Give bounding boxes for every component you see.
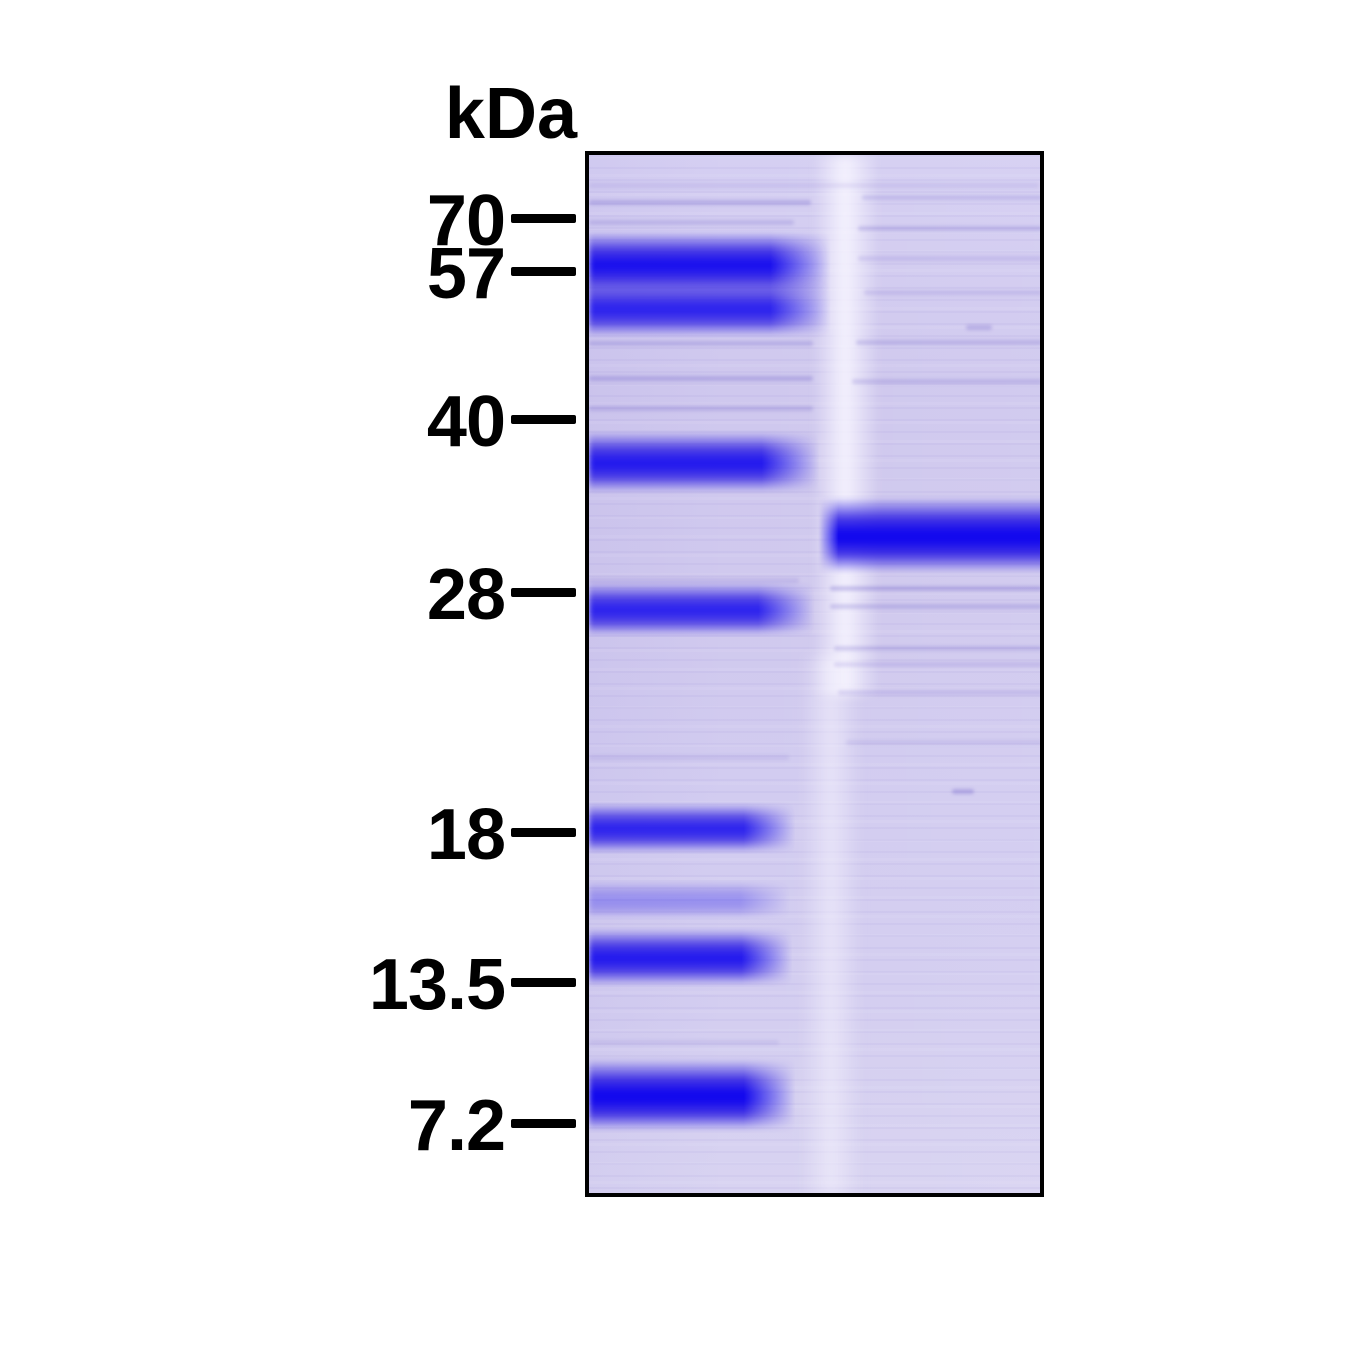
- kda-unit-label: kDa: [444, 74, 577, 154]
- faint-streak: [858, 226, 1040, 231]
- faint-streak: [864, 290, 1040, 295]
- faint-streak: [952, 789, 974, 794]
- faint-streak: [830, 604, 1040, 609]
- faint-streak: [856, 340, 1040, 345]
- faint-streak: [838, 690, 1040, 695]
- marker-label-7.2: 7.2: [407, 1086, 506, 1166]
- faint-streak: [966, 325, 992, 330]
- faint-streak: [589, 376, 813, 381]
- faint-streak: [858, 256, 1040, 261]
- marker-label-18: 18: [426, 795, 506, 875]
- marker-label-13.5: 13.5: [368, 945, 506, 1025]
- protein-band: [589, 1057, 804, 1133]
- marker-label-40: 40: [426, 382, 506, 462]
- faint-streak: [589, 1040, 779, 1045]
- protein-band: [589, 430, 829, 494]
- marker-tick-13.5: [511, 978, 576, 987]
- marker-label-28: 28: [426, 555, 506, 635]
- marker-tick-57: [511, 267, 576, 276]
- protein-band: [589, 880, 799, 920]
- faint-streak: [589, 406, 813, 411]
- faint-streak: [589, 220, 794, 225]
- faint-streak: [834, 646, 1040, 651]
- gel-image: [585, 151, 1044, 1197]
- marker-label-57: 57: [426, 234, 506, 314]
- faint-streak: [862, 195, 1040, 200]
- faint-streak: [589, 755, 789, 760]
- marker-tick-40: [511, 415, 576, 424]
- marker-tick-28: [511, 588, 576, 597]
- protein-band: [589, 802, 804, 854]
- protein-band: [589, 278, 841, 338]
- protein-band: [589, 927, 801, 987]
- faint-streak: [834, 662, 1040, 667]
- faint-streak: [589, 341, 813, 346]
- faint-streak: [852, 379, 1040, 384]
- marker-label-70: 70: [426, 181, 506, 261]
- marker-tick-18: [511, 828, 576, 837]
- faint-streak: [589, 200, 811, 205]
- faint-streak: [846, 740, 1040, 745]
- faint-streak: [589, 183, 1039, 188]
- protein-band: [818, 495, 1040, 575]
- marker-tick-70: [511, 214, 576, 223]
- faint-streak: [589, 578, 799, 583]
- marker-tick-7.2: [511, 1119, 576, 1128]
- protein-band: [589, 581, 824, 637]
- faint-streak: [830, 586, 1040, 591]
- lane-gap-highlight-lower: [801, 655, 861, 1193]
